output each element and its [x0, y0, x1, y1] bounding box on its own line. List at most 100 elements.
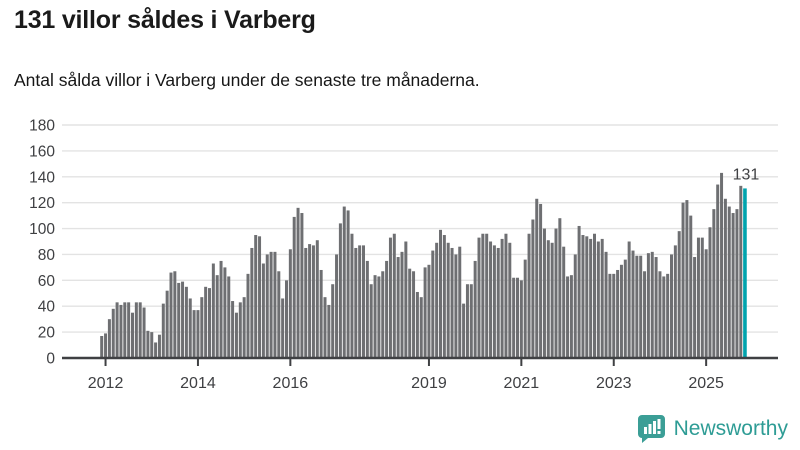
bar: [404, 241, 408, 358]
bar: [481, 233, 485, 358]
bar: [231, 301, 235, 358]
bar: [519, 280, 523, 358]
bar: [589, 238, 593, 358]
bar: [485, 233, 489, 358]
bar: [689, 215, 693, 358]
bar: [169, 272, 173, 358]
bar: [512, 277, 516, 358]
bar: [700, 237, 704, 358]
bar: [608, 273, 612, 358]
bar: [415, 291, 419, 358]
bar: [523, 259, 527, 358]
bar: [123, 302, 127, 358]
bar: [577, 225, 581, 358]
bar: [285, 280, 288, 358]
bar: [677, 231, 681, 358]
bar: [427, 264, 431, 358]
bar: [338, 223, 342, 358]
bar: [558, 218, 562, 358]
bar: [539, 203, 543, 358]
bar: [269, 251, 273, 358]
bar: [508, 242, 512, 358]
bar: [242, 297, 246, 358]
bar: [477, 237, 481, 358]
y-axis-tick-label: 160: [29, 143, 55, 160]
bar: [631, 250, 635, 358]
bar-chart: 0 20 40 60 80 100 120 140 160 180 2012 2014 2016 2019…: [0, 115, 800, 400]
bar: [100, 335, 104, 358]
bar: [273, 251, 277, 358]
bar: [138, 302, 142, 358]
bar: [681, 202, 685, 358]
bar: [496, 247, 500, 358]
bar: [288, 249, 292, 358]
bar: [527, 233, 531, 358]
bar: [727, 206, 731, 358]
bar: [646, 253, 650, 358]
bar: [623, 259, 627, 358]
bar: [685, 200, 689, 358]
x-axis-tick-label: 2019: [411, 375, 447, 392]
bar: [616, 269, 620, 358]
bar: [208, 288, 211, 358]
bar: [254, 235, 258, 358]
bar: [365, 260, 369, 358]
bar: [150, 332, 154, 358]
bar: [635, 255, 639, 358]
bar: [639, 255, 643, 358]
bar: [181, 281, 185, 358]
bar: [546, 240, 550, 358]
bar: [350, 233, 354, 358]
bar: [142, 307, 146, 358]
bar: [354, 247, 358, 358]
bar: [566, 276, 570, 358]
bar: [396, 257, 400, 358]
bar: [408, 268, 412, 358]
highlight-bar: [743, 188, 747, 358]
bar: [188, 298, 192, 358]
bar: [435, 242, 439, 358]
bar: [362, 245, 365, 358]
bar: [600, 238, 604, 358]
bar: [177, 282, 181, 358]
bar: [173, 271, 177, 358]
bar: [712, 209, 716, 358]
y-axis-tick-label: 180: [29, 118, 55, 135]
bar: [200, 297, 204, 358]
chart-subtitle: Antal sålda villor i Varberg under de se…: [14, 70, 480, 90]
bar: [473, 260, 477, 358]
bar: [265, 254, 269, 358]
bar: [562, 246, 566, 358]
bar: [542, 228, 546, 358]
bar: [535, 198, 539, 358]
bar: [211, 263, 215, 358]
bar: [696, 237, 700, 358]
bar: [258, 236, 262, 358]
bar: [704, 249, 708, 358]
bar: [419, 297, 423, 358]
bar: [127, 302, 131, 358]
bar: [373, 275, 377, 358]
bar: [381, 271, 385, 358]
bar: [593, 233, 596, 358]
bar: [643, 271, 647, 358]
bar: [119, 304, 123, 358]
bar: [458, 246, 462, 358]
bar: [569, 275, 573, 358]
bar: [115, 302, 119, 358]
bar: [693, 257, 697, 358]
bar: [450, 247, 454, 358]
y-axis-tick-label: 60: [38, 273, 56, 290]
x-axis-tick-label: 2012: [88, 375, 124, 392]
bar: [431, 250, 435, 358]
bar: [204, 286, 208, 358]
bar: [335, 254, 339, 358]
bar: [300, 213, 304, 358]
y-axis-tick-label: 0: [46, 351, 55, 368]
bar: [223, 267, 227, 358]
newsworthy-wordmark: Newsworthy: [673, 416, 788, 440]
bar: [550, 242, 554, 358]
bar: [331, 284, 335, 358]
bar: [627, 241, 631, 358]
x-axis-tick-label: 2016: [273, 375, 309, 392]
